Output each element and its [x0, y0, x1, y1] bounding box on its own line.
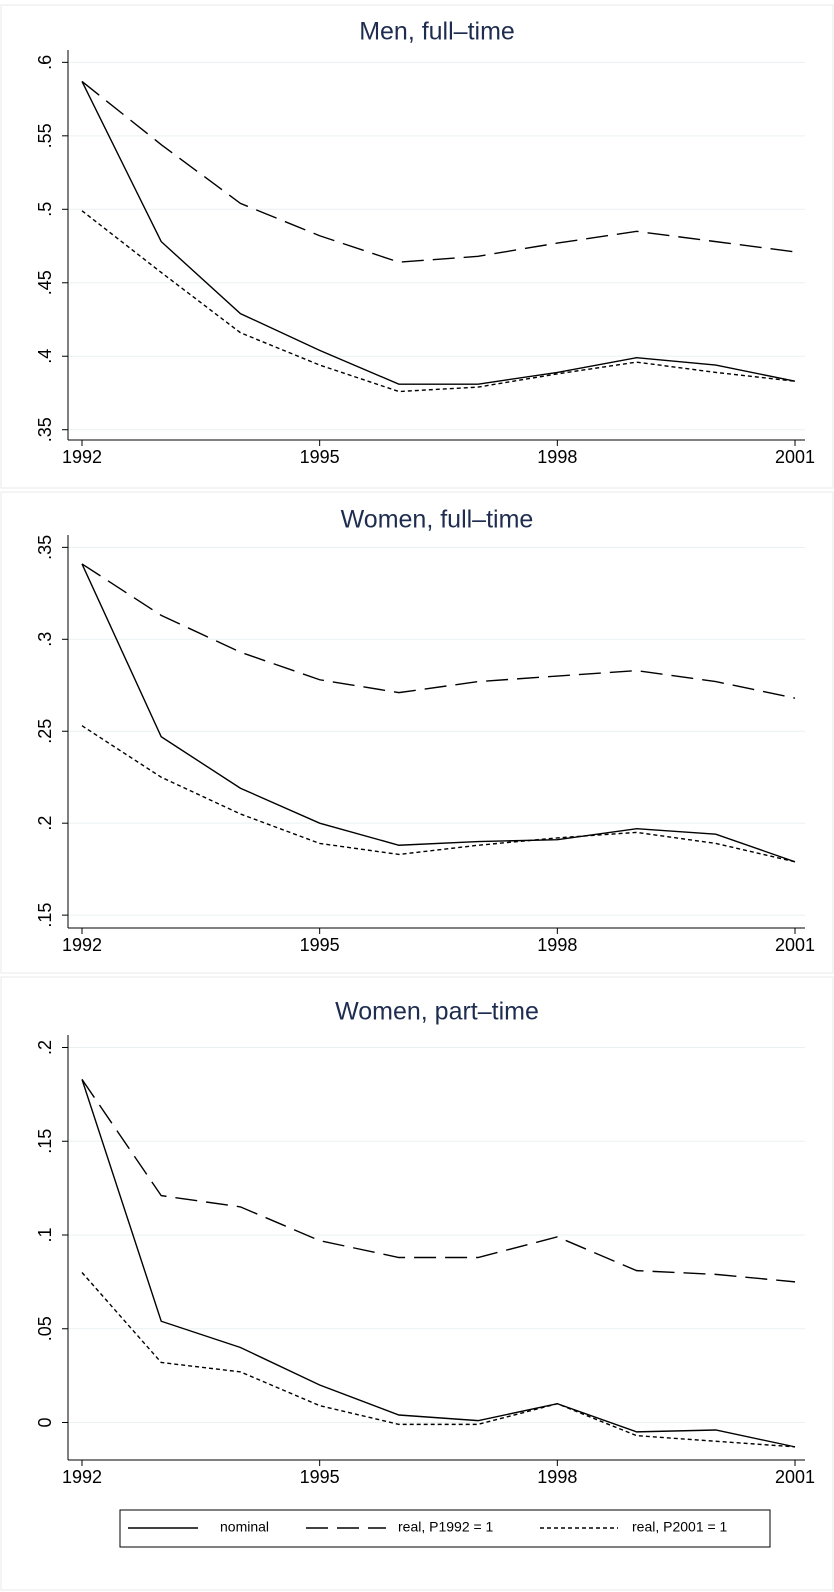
y-tick-label: .6	[35, 55, 55, 70]
x-tick-label: 2001	[775, 447, 815, 467]
legend-label: real, P1992 = 1	[398, 1519, 494, 1535]
y-tick-label: .4	[35, 349, 55, 364]
x-tick-label: 1998	[537, 447, 577, 467]
x-tick-label: 1992	[62, 447, 102, 467]
x-tick-label: 1998	[537, 935, 577, 955]
y-tick-label: .3	[35, 632, 55, 647]
series-line	[81, 80, 796, 263]
series-line	[81, 563, 796, 699]
y-tick-label: .35	[35, 417, 55, 442]
x-tick-label: 1992	[62, 1467, 102, 1487]
panel-title: Women, full–time	[341, 506, 534, 534]
y-tick-label: .15	[35, 1129, 55, 1154]
y-tick-label: .45	[35, 270, 55, 295]
y-tick-label: .2	[35, 1040, 55, 1055]
panel-title: Women, part–time	[335, 998, 539, 1026]
x-tick-label: 1995	[300, 447, 340, 467]
y-tick-label: 0	[35, 1417, 55, 1427]
x-tick-label: 2001	[775, 935, 815, 955]
panel	[0, 4, 834, 489]
panel	[0, 976, 834, 1591]
y-tick-label: .15	[35, 903, 55, 928]
panel-title: Men, full–time	[359, 18, 515, 46]
series-line	[81, 81, 796, 385]
x-tick-label: 1995	[300, 1467, 340, 1487]
legend-label: real, P2001 = 1	[632, 1519, 728, 1535]
x-tick-label: 1998	[537, 1467, 577, 1487]
y-tick-label: .55	[35, 123, 55, 148]
panel	[0, 491, 834, 974]
y-tick-label: .35	[35, 535, 55, 560]
x-tick-label: 1995	[300, 935, 340, 955]
legend	[119, 1509, 771, 1548]
series-line	[81, 1079, 796, 1448]
y-tick-label: .5	[35, 202, 55, 217]
y-tick-label: .1	[35, 1227, 55, 1242]
series-line	[81, 725, 796, 863]
x-tick-label: 2001	[775, 1467, 815, 1487]
series-line	[81, 1272, 796, 1448]
x-tick-label: 1992	[62, 935, 102, 955]
series-line	[81, 210, 796, 393]
y-tick-label: .2	[35, 816, 55, 831]
legend-label: nominal	[220, 1519, 269, 1535]
series-line	[81, 563, 796, 863]
y-tick-label: .05	[35, 1316, 55, 1341]
y-tick-label: .25	[35, 719, 55, 744]
